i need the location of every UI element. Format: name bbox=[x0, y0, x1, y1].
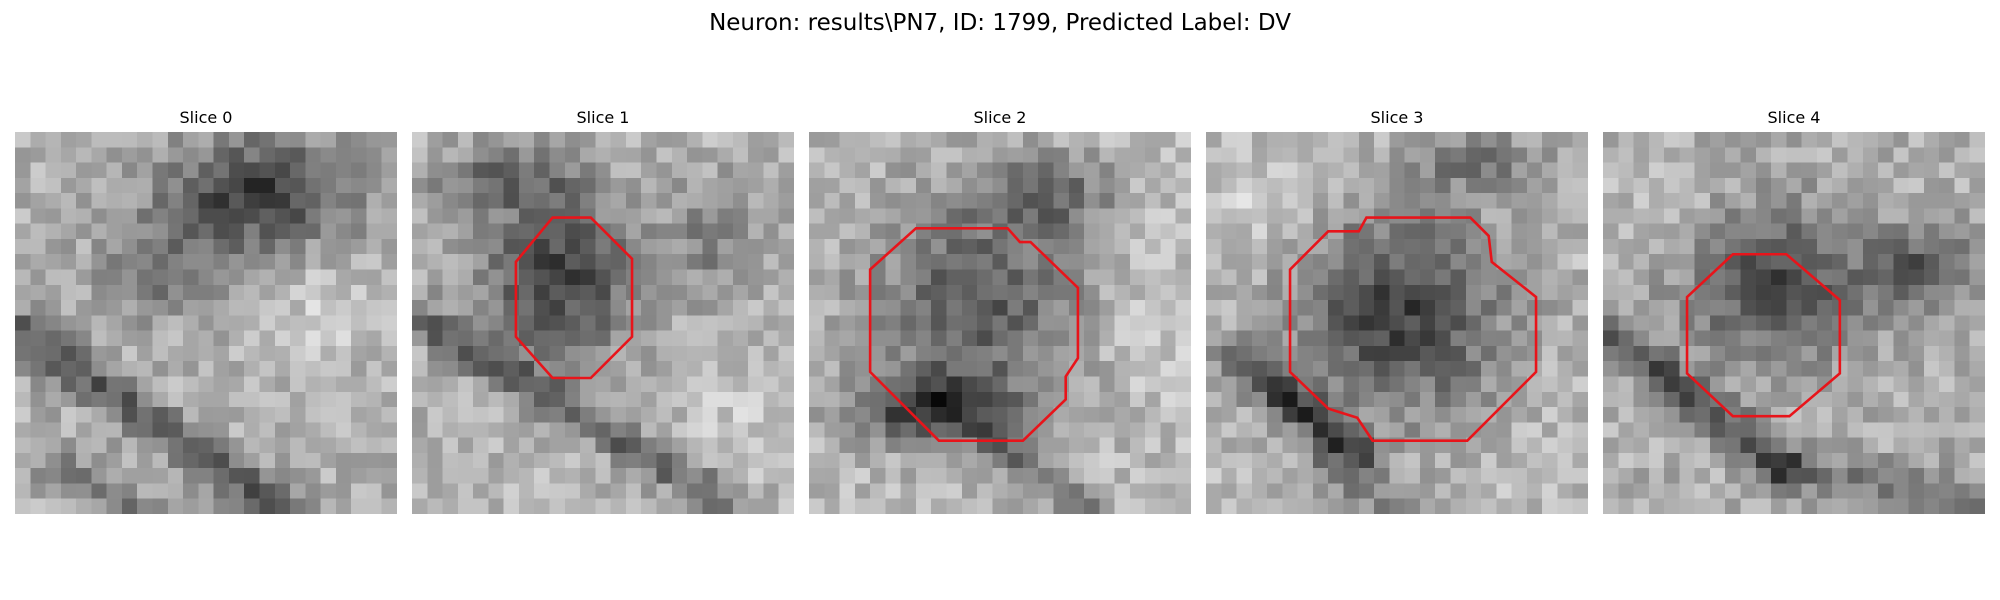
slice-image-2 bbox=[809, 132, 1191, 514]
roi-contour bbox=[1685, 252, 1842, 418]
figure-title: Neuron: results\PN7, ID: 1799, Predicted… bbox=[709, 10, 1291, 36]
slice-title: Slice 0 bbox=[179, 108, 233, 127]
slice-panel-0: Slice 0 bbox=[15, 108, 397, 514]
roi-contour bbox=[514, 216, 634, 380]
slice-image-0 bbox=[15, 132, 397, 514]
slice-panel-4: Slice 4 bbox=[1603, 108, 1985, 514]
slice-image-3 bbox=[1206, 132, 1588, 514]
slice-title: Slice 4 bbox=[1767, 108, 1821, 127]
roi-contour bbox=[1288, 216, 1538, 442]
slice-image-4 bbox=[1603, 132, 1985, 514]
slice-panel-3: Slice 3 bbox=[1206, 108, 1588, 514]
slice-panel-2: Slice 2 bbox=[809, 108, 1191, 514]
slice-title: Slice 3 bbox=[1370, 108, 1424, 127]
slice-title: Slice 2 bbox=[973, 108, 1027, 127]
roi-contour bbox=[868, 226, 1080, 442]
slice-image-1 bbox=[412, 132, 794, 514]
slice-panel-1: Slice 1 bbox=[412, 108, 794, 514]
slice-title: Slice 1 bbox=[576, 108, 630, 127]
